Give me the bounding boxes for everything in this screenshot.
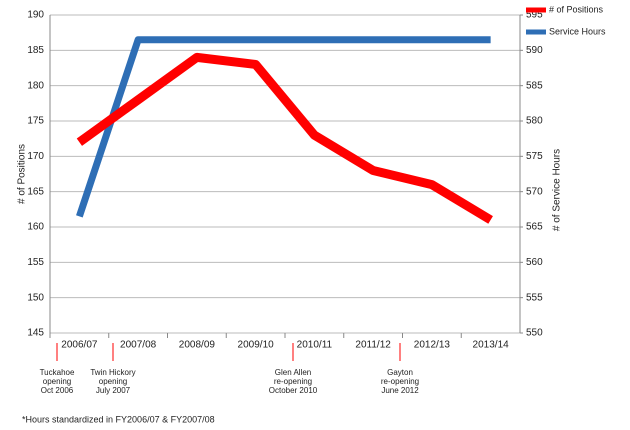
y-tick-label: 155 [27, 257, 44, 268]
annotation: Glen Allen [275, 368, 311, 377]
y-tick-label: 165 [27, 186, 44, 197]
x-tick-label: 2010/11 [297, 340, 333, 351]
y-tick-label: 160 [27, 222, 44, 233]
y-tick-label: 175 [27, 116, 44, 127]
annotation: re-opening [381, 377, 419, 386]
legend-label: Service Hours [549, 26, 606, 36]
annotation: Gayton [387, 368, 413, 377]
annotation: Tuckahoe [40, 368, 75, 377]
y-tick-label: 145 [27, 328, 44, 339]
y2-tick-label: 570 [526, 186, 543, 197]
x-tick-label: 2007/08 [120, 340, 157, 351]
footnote: *Hours standardized in FY2006/07 & FY200… [22, 414, 215, 424]
annotation: re-opening [274, 377, 312, 386]
y2-tick-label: 580 [526, 116, 543, 127]
y-tick-label: 150 [27, 292, 44, 303]
series-line [76, 52, 493, 224]
legend-label: # of Positions [549, 4, 604, 14]
annotation: Oct 2006 [41, 386, 74, 395]
x-tick-label: 2006/07 [61, 340, 98, 351]
x-tick-label: 2009/10 [238, 340, 275, 351]
y2-tick-label: 560 [526, 257, 543, 268]
annotation: July 2007 [96, 386, 131, 395]
annotation: opening [43, 377, 71, 386]
y-tick-label: 180 [27, 80, 44, 91]
series-line [76, 36, 491, 218]
y2-axis-label: # of Service Hours [552, 149, 563, 231]
y2-tick-label: 550 [526, 328, 543, 339]
y-tick-label: 190 [27, 10, 44, 21]
x-tick-label: 2012/13 [414, 340, 451, 351]
y2-tick-label: 585 [526, 80, 543, 91]
y2-tick-label: 555 [526, 292, 543, 303]
x-tick-label: 2008/09 [179, 340, 216, 351]
annotation: opening [99, 377, 127, 386]
y2-tick-label: 595 [526, 10, 543, 21]
y2-tick-label: 565 [526, 222, 543, 233]
x-tick-label: 2013/14 [473, 340, 510, 351]
y-axis-label: # of Positions [17, 144, 28, 204]
annotation: October 2010 [269, 386, 318, 395]
annotation: Twin Hickory [90, 368, 135, 377]
y-tick-label: 170 [27, 151, 44, 162]
x-tick-label: 2011/12 [355, 340, 391, 351]
y2-tick-label: 575 [526, 151, 543, 162]
y2-tick-label: 590 [526, 45, 543, 56]
y-tick-label: 185 [27, 45, 44, 56]
annotation: June 2012 [381, 386, 419, 395]
